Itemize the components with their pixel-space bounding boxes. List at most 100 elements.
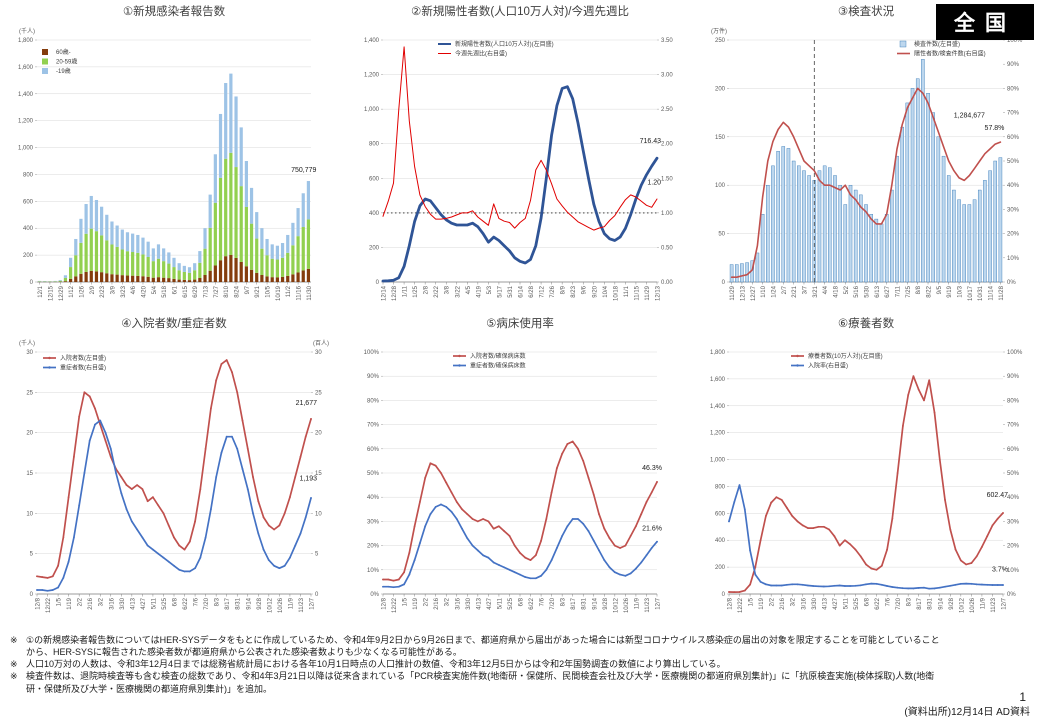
svg-text:11/29: 11/29 — [730, 285, 736, 300]
svg-text:3/7: 3/7 — [802, 285, 808, 294]
svg-text:1.00: 1.00 — [661, 211, 673, 217]
svg-text:7/20: 7/20 — [204, 597, 210, 609]
region-label: 全国 — [936, 4, 1034, 40]
svg-text:200: 200 — [715, 565, 726, 571]
svg-text:70%: 70% — [1007, 423, 1020, 429]
svg-text:4/13: 4/13 — [822, 597, 828, 609]
footnote-1: ※ ①の新規感染者報告数についてはHER-SYSデータをもとに作成しているため、… — [10, 634, 940, 658]
svg-text:6/22: 6/22 — [529, 597, 535, 609]
svg-text:4/6: 4/6 — [131, 285, 137, 294]
svg-text:30%: 30% — [1007, 207, 1020, 213]
svg-text:50%: 50% — [367, 471, 380, 477]
svg-text:70%: 70% — [367, 423, 380, 429]
svg-text:9/7: 9/7 — [245, 285, 251, 294]
svg-text:60%: 60% — [1007, 447, 1020, 453]
svg-text:8/23: 8/23 — [571, 285, 577, 297]
svg-text:30%: 30% — [367, 519, 380, 525]
svg-text:1,600: 1,600 — [710, 377, 726, 383]
svg-text:21,677: 21,677 — [296, 400, 318, 407]
svg-text:4/19: 4/19 — [476, 285, 482, 297]
svg-text:40%: 40% — [1007, 183, 1020, 189]
svg-text:4/27: 4/27 — [141, 597, 147, 609]
svg-text:10/17: 10/17 — [968, 285, 974, 301]
svg-text:2/16: 2/16 — [434, 597, 440, 609]
svg-text:10/31: 10/31 — [978, 285, 984, 301]
svg-text:4/13: 4/13 — [476, 597, 482, 609]
svg-text:0.50: 0.50 — [661, 245, 673, 251]
svg-text:入院者数(左目盛): 入院者数(左目盛) — [60, 354, 106, 362]
svg-text:6/22: 6/22 — [875, 597, 881, 609]
svg-text:12/22: 12/22 — [46, 597, 52, 613]
svg-text:8/10: 8/10 — [224, 285, 230, 297]
svg-text:11/23: 11/23 — [299, 597, 305, 612]
svg-text:800: 800 — [369, 142, 380, 148]
svg-text:入院率(右目盛): 入院率(右目盛) — [808, 362, 848, 370]
svg-text:1,400: 1,400 — [710, 404, 726, 410]
svg-text:30: 30 — [315, 350, 322, 356]
svg-text:0: 0 — [30, 280, 34, 286]
svg-text:5/30: 5/30 — [865, 285, 871, 297]
svg-text:3/16: 3/16 — [109, 597, 115, 609]
svg-text:11/30: 11/30 — [307, 285, 313, 300]
footnote-text: ①の新規感染者報告数についてはHER-SYSデータをもとに作成しているため、令和… — [26, 635, 940, 658]
svg-text:0: 0 — [30, 592, 34, 598]
svg-text:2/16: 2/16 — [88, 597, 94, 609]
svg-text:0%: 0% — [1007, 280, 1016, 286]
svg-text:7/25: 7/25 — [906, 285, 912, 297]
footnote-marker: ※ — [10, 659, 18, 670]
svg-text:4/5: 4/5 — [466, 285, 472, 294]
svg-text:50: 50 — [718, 232, 725, 238]
svg-text:7/6: 7/6 — [540, 597, 546, 606]
svg-text:4/27: 4/27 — [487, 597, 493, 609]
svg-text:6/29: 6/29 — [193, 285, 199, 297]
svg-text:3/23: 3/23 — [121, 285, 127, 297]
svg-text:8/3: 8/3 — [907, 597, 913, 606]
svg-text:10/3: 10/3 — [958, 285, 964, 297]
svg-text:15: 15 — [315, 471, 322, 477]
svg-text:10: 10 — [315, 511, 322, 517]
chart-card-hospitalized: ④入院者数/重症者数 0 5 10 15 20 25 30 0 5 10 15 20 25 30 (千人) (… — [1, 316, 347, 628]
svg-text:9/14: 9/14 — [938, 597, 944, 609]
svg-text:0: 0 — [315, 592, 319, 598]
svg-text:1,200: 1,200 — [710, 431, 726, 437]
svg-text:5/11: 5/11 — [843, 597, 849, 609]
svg-text:10/26: 10/26 — [624, 597, 630, 613]
svg-text:12/8: 12/8 — [728, 597, 734, 609]
svg-text:重症者数(右目盛): 重症者数(右目盛) — [60, 364, 106, 372]
svg-text:1,000: 1,000 — [18, 146, 34, 152]
svg-text:11/16: 11/16 — [297, 285, 303, 300]
svg-text:8/17: 8/17 — [917, 597, 923, 609]
svg-text:6/8: 6/8 — [173, 597, 179, 606]
svg-text:9/14: 9/14 — [592, 597, 598, 609]
svg-text:4/27: 4/27 — [833, 597, 839, 609]
svg-text:1/26: 1/26 — [79, 285, 85, 297]
svg-text:602.47: 602.47 — [987, 492, 1009, 499]
svg-text:8/17: 8/17 — [571, 597, 577, 609]
svg-text:12/8: 12/8 — [36, 597, 42, 609]
svg-text:600: 600 — [369, 176, 380, 182]
svg-text:2/22: 2/22 — [434, 285, 440, 297]
svg-text:5/2: 5/2 — [844, 285, 850, 294]
svg-text:60%: 60% — [1007, 135, 1020, 141]
svg-text:8/8: 8/8 — [916, 285, 922, 294]
svg-text:2.50: 2.50 — [661, 107, 673, 113]
svg-text:9/6: 9/6 — [582, 285, 588, 294]
svg-text:2/21: 2/21 — [792, 285, 798, 297]
svg-text:3/9: 3/9 — [110, 285, 116, 294]
svg-text:57.8%: 57.8% — [985, 125, 1005, 132]
svg-text:1,400: 1,400 — [364, 38, 380, 44]
svg-text:200: 200 — [369, 245, 380, 251]
svg-text:250: 250 — [715, 38, 726, 44]
chart-title-positives-per-100k: ②新規陽性者数(人口10万人対)/今週先週比 — [411, 6, 629, 18]
svg-text:1/10: 1/10 — [761, 285, 767, 297]
svg-text:6/8: 6/8 — [865, 597, 871, 606]
svg-text:3/2: 3/2 — [791, 597, 797, 606]
svg-text:0: 0 — [376, 280, 380, 286]
svg-text:90%: 90% — [1007, 62, 1020, 68]
svg-text:1/19: 1/19 — [413, 597, 419, 609]
svg-text:3.7%: 3.7% — [992, 566, 1008, 573]
svg-text:9/21: 9/21 — [255, 285, 261, 297]
svg-text:5/25: 5/25 — [508, 597, 514, 609]
footnote-text: 検査件数は、退院時検査等も含む検査の総数であり、令和4年3月21日以降は従来含ま… — [26, 671, 935, 694]
svg-text:7/11: 7/11 — [896, 285, 902, 297]
